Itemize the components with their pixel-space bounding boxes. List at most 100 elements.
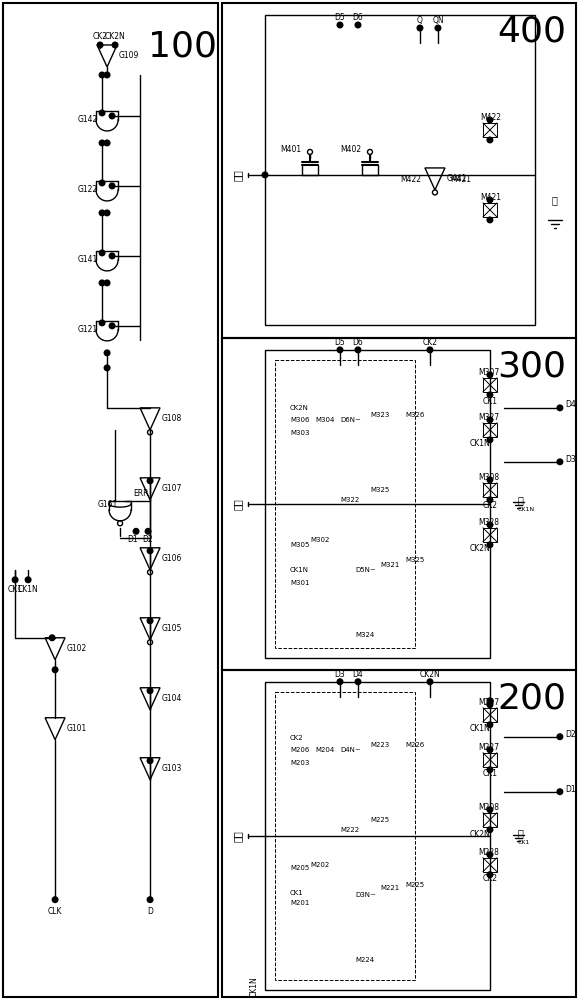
Text: M321: M321: [380, 562, 400, 568]
Text: M323: M323: [370, 412, 389, 418]
Text: M228: M228: [478, 848, 499, 857]
Text: G106: G106: [162, 554, 182, 563]
Circle shape: [487, 702, 493, 708]
Text: D1: D1: [128, 535, 138, 544]
Circle shape: [487, 827, 493, 832]
Text: D1: D1: [565, 785, 576, 794]
Text: D4: D4: [565, 400, 576, 409]
Text: G142: G142: [78, 115, 98, 124]
Text: M325: M325: [370, 487, 389, 493]
Text: M422: M422: [400, 175, 421, 184]
Text: M303: M303: [290, 430, 310, 436]
Text: G107: G107: [162, 484, 182, 493]
Circle shape: [109, 113, 115, 119]
Text: CK2: CK2: [290, 735, 303, 741]
Circle shape: [109, 183, 115, 189]
Circle shape: [487, 747, 493, 753]
Circle shape: [487, 542, 493, 548]
Text: M301: M301: [290, 580, 310, 586]
Text: M204: M204: [315, 747, 334, 753]
Circle shape: [337, 22, 343, 28]
Text: CK1N: CK1N: [470, 439, 490, 448]
Text: 电源: 电源: [233, 169, 243, 181]
Text: 电源: 电源: [233, 498, 243, 510]
Text: D4N~: D4N~: [340, 747, 361, 753]
Circle shape: [99, 210, 105, 216]
Circle shape: [487, 522, 493, 528]
Text: M222: M222: [340, 827, 359, 833]
Circle shape: [557, 789, 563, 795]
Circle shape: [99, 72, 105, 78]
Text: D3: D3: [565, 455, 576, 464]
Circle shape: [104, 350, 110, 356]
Text: CK1N: CK1N: [290, 567, 309, 573]
Text: G108: G108: [162, 414, 182, 423]
Text: M223: M223: [370, 742, 389, 748]
Circle shape: [99, 110, 105, 116]
Circle shape: [147, 548, 153, 554]
Circle shape: [337, 679, 343, 685]
Text: G102: G102: [67, 644, 87, 653]
Circle shape: [487, 477, 493, 483]
Circle shape: [487, 852, 493, 857]
Text: CK1: CK1: [290, 890, 304, 896]
Text: M304: M304: [315, 417, 334, 423]
Circle shape: [487, 372, 493, 378]
Circle shape: [52, 897, 58, 902]
Text: CK1: CK1: [482, 397, 497, 406]
Text: CK1: CK1: [482, 769, 497, 778]
Text: D2: D2: [565, 730, 576, 739]
Text: Q: Q: [417, 16, 423, 25]
Circle shape: [487, 807, 493, 813]
Text: M201: M201: [290, 900, 309, 906]
Text: 100: 100: [148, 30, 217, 64]
Text: ERR: ERR: [133, 489, 149, 498]
Circle shape: [99, 320, 105, 326]
Text: M205: M205: [290, 865, 309, 871]
Circle shape: [487, 217, 493, 223]
Circle shape: [133, 529, 139, 534]
Circle shape: [487, 497, 493, 503]
Text: G101: G101: [67, 724, 87, 733]
Text: G103: G103: [162, 764, 182, 773]
Text: CK2N: CK2N: [470, 544, 490, 553]
Text: CK2: CK2: [482, 501, 497, 510]
Circle shape: [355, 22, 361, 28]
Text: M206: M206: [290, 747, 309, 753]
Circle shape: [355, 347, 361, 353]
Text: M401: M401: [280, 145, 301, 154]
Text: CK2N: CK2N: [470, 830, 490, 839]
Text: CK1N: CK1N: [518, 507, 535, 512]
Text: M327: M327: [478, 413, 499, 422]
Text: CK1: CK1: [8, 585, 23, 594]
Text: M302: M302: [310, 537, 329, 543]
Text: 300: 300: [497, 350, 566, 384]
Circle shape: [99, 180, 105, 186]
Text: D3N~: D3N~: [355, 892, 376, 898]
Circle shape: [99, 250, 105, 256]
Circle shape: [25, 577, 31, 583]
Text: M328: M328: [478, 518, 499, 527]
Circle shape: [427, 347, 433, 353]
Text: M208: M208: [478, 803, 499, 812]
Text: D3: D3: [335, 670, 345, 679]
Text: CK2: CK2: [423, 338, 438, 347]
Circle shape: [145, 529, 151, 534]
Text: M308: M308: [478, 473, 499, 482]
Text: 地: 地: [552, 195, 558, 205]
Text: D5: D5: [335, 338, 345, 347]
Text: CK1N: CK1N: [18, 585, 38, 594]
Circle shape: [147, 618, 153, 624]
Circle shape: [417, 25, 423, 31]
Circle shape: [427, 679, 433, 685]
Circle shape: [147, 688, 153, 694]
Text: G141: G141: [78, 255, 98, 264]
Text: 400: 400: [497, 15, 566, 49]
Text: M421: M421: [450, 175, 471, 184]
Circle shape: [557, 459, 563, 465]
Text: CK2N: CK2N: [290, 405, 309, 411]
Text: G109: G109: [119, 51, 140, 60]
Circle shape: [49, 635, 55, 641]
Text: 地: 地: [518, 828, 524, 838]
Circle shape: [487, 437, 493, 443]
